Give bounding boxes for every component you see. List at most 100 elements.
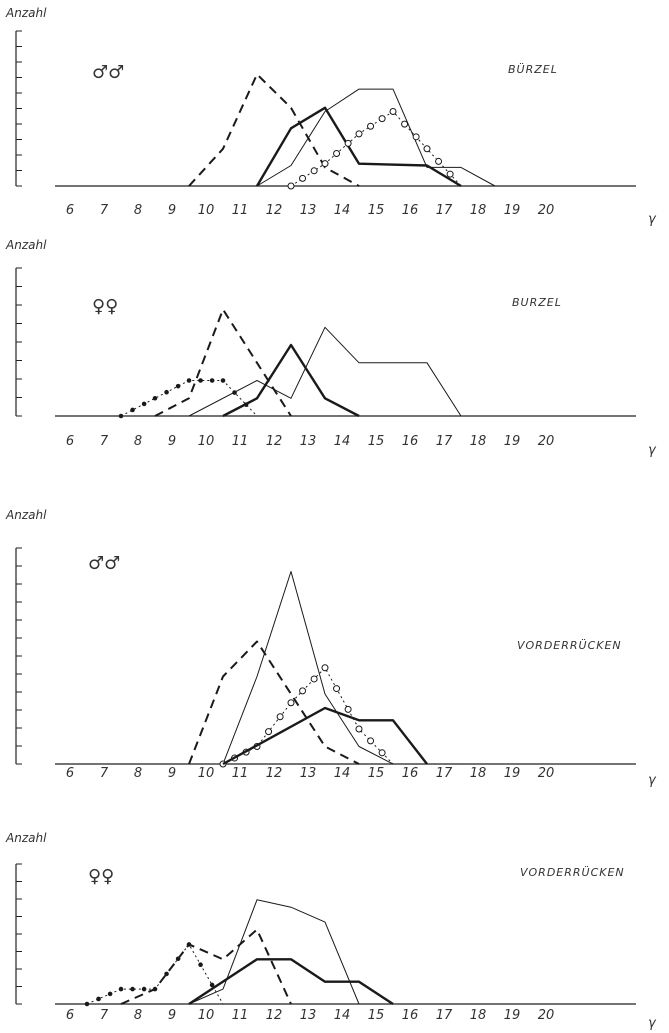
x-tick-label: 19 [504,1008,521,1023]
y-axis [15,30,22,187]
panel-1: Anzahl ♂♂ BÜRZEL γ 6 7 8 9 10 11 12 13 14 15 16 17 1… [0,0,669,230]
series-marker [186,378,192,383]
x-tick-label: 11 [232,434,249,449]
series-marker [118,413,124,419]
series-marker [367,122,375,130]
series-line-dashed [154,308,292,417]
series-marker [321,664,329,672]
x-tick-label: 12 [266,766,283,781]
y-axis-label: Anzahl [5,6,47,20]
x-tick-label: 7 [100,434,109,449]
x-tick-label: 14 [334,203,351,218]
series-marker [378,115,386,123]
x-tick-label: 11 [232,766,249,781]
series-marker [378,749,386,757]
series-marker [310,167,318,175]
region-label: VORDERRÜCKEN [520,866,625,879]
x-tick-label: 13 [300,766,317,781]
series-marker [209,378,215,383]
series-line-thick-solid [188,958,394,1006]
x-tick-label: 7 [100,203,109,218]
panel-4: Anzahl ♀♀ VORDERRÜCKEN γ 6 7 8 9 10 11 12 13 14 1… [0,825,669,1033]
x-tick-label: 20 [538,434,555,449]
x-tick-label: 10 [198,1008,215,1023]
series-marker [310,675,318,683]
x-tick-label: 11 [232,1008,249,1023]
x-tick-label: 6 [66,434,74,449]
series-line-dashed [120,928,292,1005]
series-marker [265,728,273,736]
x-tick-label: 20 [538,766,555,781]
x-tick-label: 16 [402,434,419,449]
series-marker [118,986,124,992]
x-tick-label: 9 [168,203,176,218]
series-marker [276,713,284,721]
series-marker [367,737,375,745]
y-axis [15,863,22,1005]
y-axis-label: Anzahl [5,508,47,522]
x-tick-label: 16 [402,1008,419,1023]
series-marker [198,378,203,383]
sex-symbol: ♂♂ [88,553,120,574]
series-marker [130,407,135,413]
x-tick-label: 13 [300,434,317,449]
x-axis-unit: γ [648,212,657,227]
series-marker [401,120,409,128]
y-axis-label: Anzahl [5,831,47,845]
series-line-thin-solid [222,571,394,765]
series-marker [220,378,226,383]
x-tick-label: 19 [504,203,521,218]
region-label: BURZEL [512,296,562,309]
sex-symbol: ♀♀ [88,866,114,887]
series-marker [141,401,147,407]
x-tick-label: 14 [334,1008,351,1023]
x-axis-unit: γ [648,443,657,458]
series-marker [107,991,113,997]
chart-panel-4: Anzahl ♀♀ VORDERRÜCKEN γ 6 7 8 9 10 11 12 13 14 1… [5,831,657,1031]
x-tick-label: 9 [168,1008,176,1023]
series-marker [333,150,341,158]
series-marker [84,1001,90,1007]
series-marker [321,160,329,168]
x-tick-label: 9 [168,434,176,449]
x-tick-label: 19 [504,766,521,781]
region-label: VORDERRÜCKEN [517,639,622,652]
x-tick-label: 6 [66,203,74,218]
x-tick-label: 10 [198,766,215,781]
y-axis [15,547,22,765]
series-marker [287,182,295,190]
x-tick-label: 8 [134,1008,142,1023]
series-marker [130,986,135,992]
series-marker [164,389,169,395]
series-line-thick-solid [222,343,360,418]
x-tick-label: 15 [368,434,385,449]
x-tick-label: 6 [66,766,74,781]
x-tick-label: 9 [168,766,176,781]
x-tick-label: 20 [538,1008,555,1023]
series-line-dotted-open-circles [290,111,462,187]
panel-3: Anzahl ♂♂ VORDERRÜCKEN γ 6 7 8 9 10 11 12 13 14 1… [0,502,669,792]
panel-2: Anzahl ♀♀ BURZEL γ 6 7 8 9 10 11 12 13 14 15 16 17 1… [0,232,669,462]
series-line-thick-solid [222,706,428,766]
series-marker [299,687,307,695]
x-tick-label: 8 [134,766,142,781]
x-tick-label: 7 [100,1008,109,1023]
x-tick-label: 14 [334,766,351,781]
x-tick-label: 16 [402,203,419,218]
sex-symbol: ♂♂ [92,62,124,83]
x-tick-label: 10 [198,434,215,449]
x-tick-label: 17 [436,434,453,449]
x-tick-label: 12 [266,203,283,218]
x-tick-label: 17 [436,1008,453,1023]
region-label: BÜRZEL [508,63,558,76]
sex-symbol: ♀♀ [92,296,118,317]
series-line-thin-solid [188,326,462,417]
x-tick-label: 15 [368,766,385,781]
x-tick-label: 17 [436,203,453,218]
x-axis-unit: γ [648,773,657,788]
x-tick-label: 17 [436,766,453,781]
x-tick-label: 12 [266,434,283,449]
y-axis-label: Anzahl [5,238,47,252]
x-tick-label: 14 [334,434,351,449]
